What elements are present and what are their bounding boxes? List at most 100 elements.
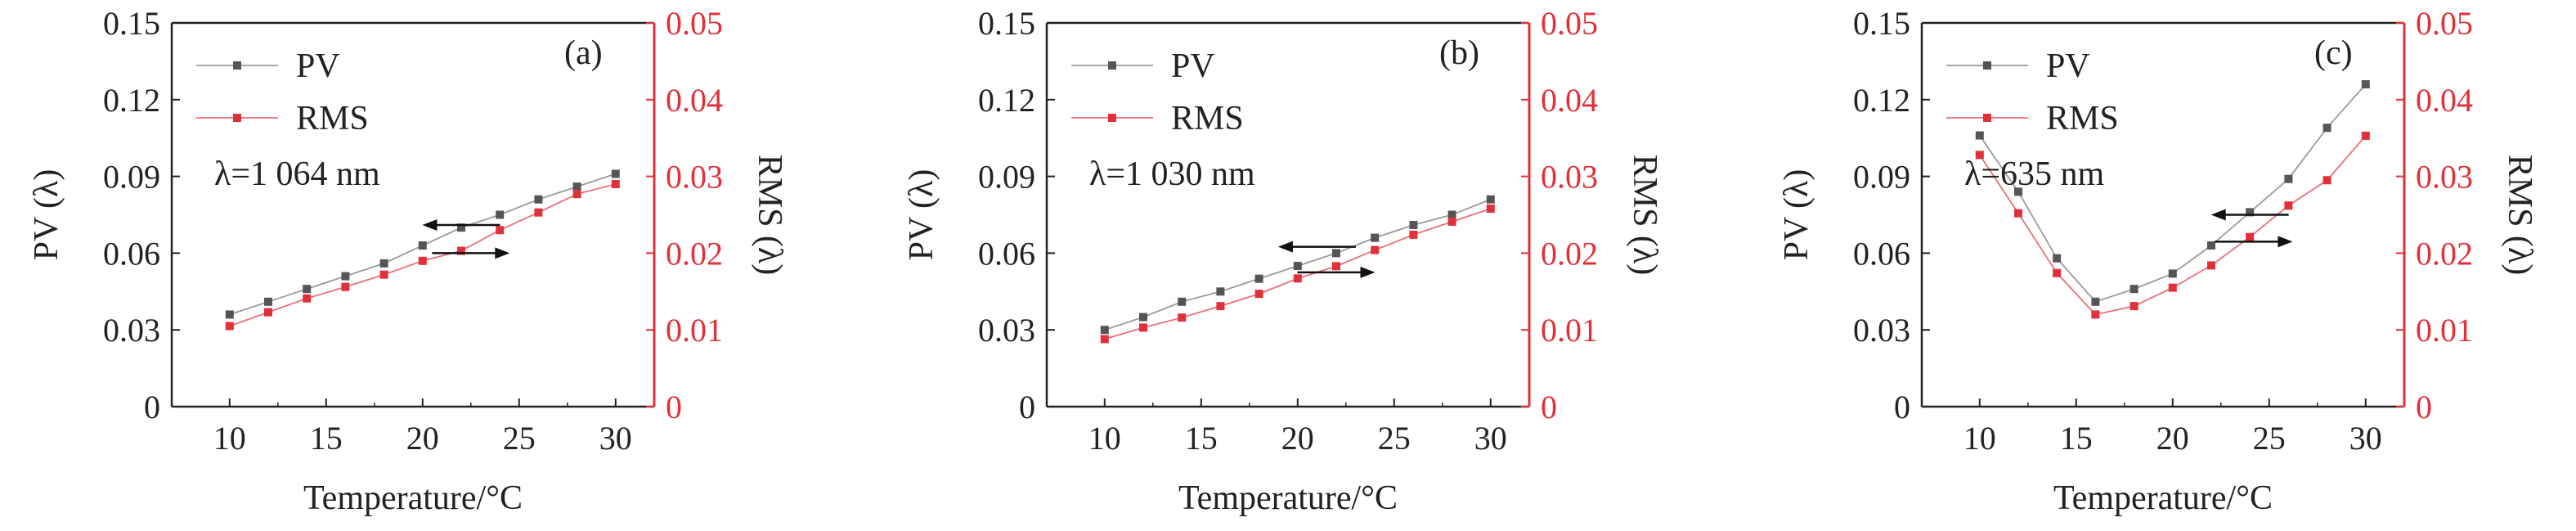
arrow-head [422, 219, 438, 232]
y-left-tick-label: 0.06 [103, 235, 160, 272]
x-tick-label: 10 [213, 420, 246, 457]
y-right-tick-label: 0.04 [666, 82, 723, 119]
legend-marker [1983, 114, 1991, 122]
data-point-rms [1447, 217, 1456, 226]
data-point-pv [2014, 187, 2022, 196]
data-point-rms [2014, 209, 2022, 218]
chart-panel: 10 15 20 25 30 0 0.03 0.06 0.09 0.12 0.15 0 0.01 0.02… [28, 5, 788, 517]
legend-marker [1983, 61, 1991, 70]
y-left-tick-label: 0.03 [1853, 312, 1910, 349]
data-point-pv [1332, 249, 1340, 258]
data-point-rms [1100, 335, 1109, 344]
x-tick-label: 30 [599, 420, 632, 457]
data-point-pv [1254, 274, 1263, 283]
panel-label: (c) [2314, 34, 2353, 72]
y-right-tick-label: 0.03 [666, 159, 723, 196]
data-point-rms [2168, 283, 2177, 292]
y-right-tick-label: 0 [666, 389, 682, 425]
y-left-tick-label: 0 [1019, 389, 1035, 425]
data-point-rms [1486, 204, 1495, 213]
data-point-pv [1178, 297, 1187, 306]
y-left-tick-label: 0.12 [103, 82, 160, 119]
y-right-tick-label: 0.03 [2416, 159, 2473, 196]
x-tick-label: 10 [1963, 420, 1996, 457]
data-point-pv [1486, 195, 1495, 204]
data-point-pv [2246, 208, 2255, 217]
data-point-pv [572, 182, 581, 191]
y-left-axis-title: PV (λ) [903, 169, 940, 261]
chart-panel: 10 15 20 25 30 0 0.03 0.06 0.09 0.12 0.15 0 0.01 0.02… [1778, 5, 2538, 517]
data-point-rms [264, 308, 272, 317]
y-right-tick-label: 0.05 [1541, 5, 1598, 42]
data-point-rms [418, 256, 427, 265]
data-point-rms [457, 246, 465, 255]
data-point-pv [418, 241, 427, 250]
wavelength-annotation: λ=635 nm [1964, 155, 2105, 193]
data-point-pv [2168, 269, 2177, 278]
data-point-rms [572, 190, 581, 199]
data-point-rms [2053, 268, 2062, 277]
data-point-rms [1178, 313, 1187, 322]
data-point-pv [2053, 254, 2062, 263]
arrow-head [495, 247, 510, 259]
data-point-rms [2322, 176, 2331, 185]
data-point-rms [2207, 261, 2215, 270]
legend-label: PV [1171, 47, 1215, 85]
y-left-tick-label: 0.09 [1853, 159, 1910, 196]
y-left-tick-label: 0.15 [978, 5, 1035, 42]
y-right-axis-title: RMS (λ) [1626, 155, 1663, 276]
data-point-rms [496, 226, 505, 235]
data-point-pv [379, 259, 388, 268]
y-right-tick-label: 0.02 [2416, 235, 2473, 272]
data-point-pv [303, 285, 312, 294]
data-point-pv [1447, 210, 1456, 219]
y-right-axis-title: RMS (λ) [2501, 155, 2538, 276]
x-tick-label: 20 [406, 420, 439, 457]
legend-label: RMS [2046, 100, 2119, 137]
y-left-tick-label: 0 [1894, 389, 1910, 425]
x-axis-title: Temperature/°C [2053, 479, 2273, 517]
x-tick-label: 25 [2253, 420, 2286, 457]
data-point-rms [1975, 151, 1984, 160]
arrow-left [2210, 209, 2289, 221]
y-right-tick-label: 0.05 [2416, 5, 2473, 42]
legend-label: PV [2046, 47, 2090, 85]
data-point-pv [1371, 233, 1380, 242]
y-left-tick-label: 0 [144, 389, 160, 425]
data-point-rms [1254, 290, 1263, 299]
arrow-left [1277, 241, 1356, 253]
legend-marker [1108, 114, 1116, 122]
y-left-tick-label: 0.03 [103, 312, 160, 349]
x-axis-title: Temperature/°C [303, 479, 523, 517]
data-point-rms [303, 294, 312, 303]
data-point-pv [1100, 326, 1109, 335]
arrow-head [2278, 236, 2293, 248]
data-point-rms [379, 270, 388, 279]
y-left-tick-label: 0.03 [978, 312, 1035, 349]
x-axis-title: Temperature/°C [1178, 479, 1398, 517]
y-right-tick-label: 0.03 [1541, 159, 1598, 196]
data-point-rms [2246, 232, 2255, 241]
data-point-pv [264, 297, 272, 306]
legend-label: RMS [296, 100, 369, 137]
y-right-tick-label: 0.04 [1541, 82, 1598, 119]
data-point-rms [1409, 230, 1418, 239]
data-point-pv [2322, 124, 2331, 133]
data-point-pv [496, 210, 505, 219]
data-point-pv [2129, 285, 2138, 294]
data-point-pv [1216, 287, 1225, 296]
x-tick-label: 30 [2349, 420, 2382, 457]
series-line-rms [1104, 208, 1492, 340]
data-point-pv [611, 169, 620, 178]
y-left-tick-label: 0.06 [1853, 235, 1910, 272]
arrow-head [1277, 241, 1293, 253]
data-point-pv [225, 310, 234, 319]
legend-label: PV [296, 47, 340, 85]
x-tick-label: 20 [1281, 420, 1314, 457]
y-right-tick-label: 0.04 [2416, 82, 2473, 119]
data-point-pv [1293, 262, 1302, 271]
arrow-right [2215, 236, 2293, 248]
y-left-axis-title: PV (λ) [1778, 169, 1815, 261]
data-point-rms [1139, 323, 1147, 332]
